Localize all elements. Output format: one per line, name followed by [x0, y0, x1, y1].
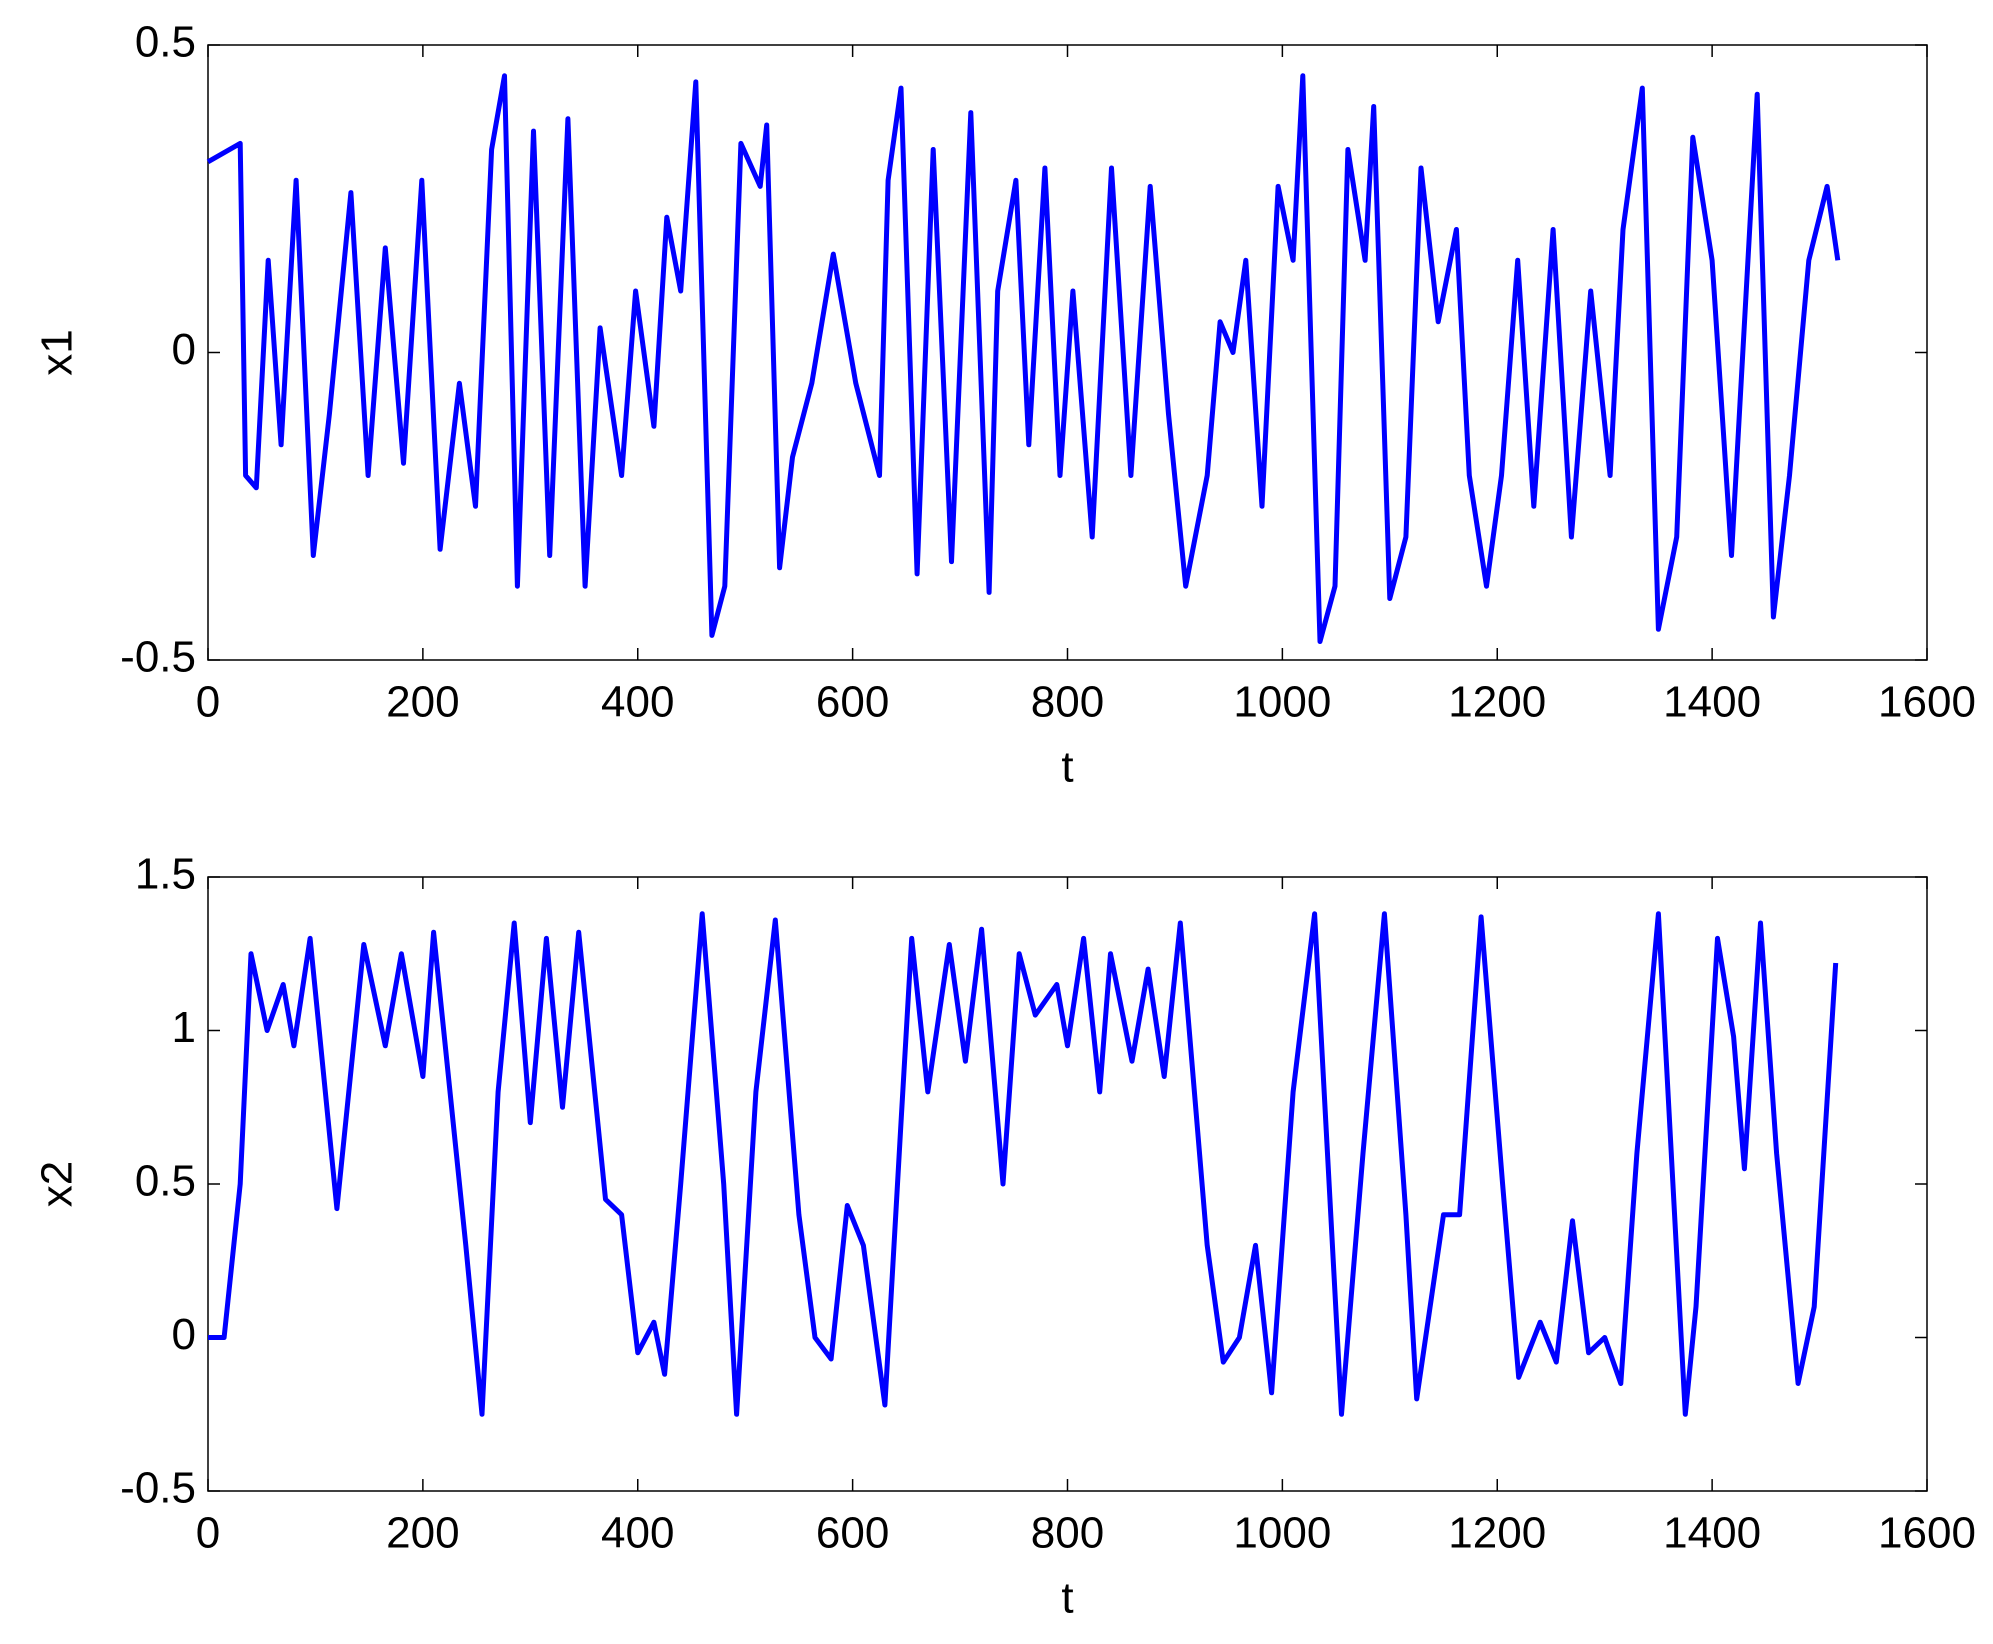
y-tick-label: 0: [172, 325, 196, 374]
x-tick-label: 200: [386, 678, 459, 727]
data-line: [208, 911, 1839, 1417]
y-tick-label: 0.5: [135, 18, 196, 67]
x-tick-label: 1400: [1663, 678, 1761, 727]
y-tick-label: 1: [172, 1003, 196, 1052]
x-tick-label: 1200: [1448, 1509, 1546, 1558]
x-tick-label: 1200: [1448, 678, 1546, 727]
x-tick-label: 1600: [1878, 678, 1976, 727]
y-tick-label: -0.5: [120, 1464, 196, 1513]
x-axis-label: t: [1061, 1574, 1073, 1623]
y-tick-label: 0: [172, 1310, 196, 1359]
data-line: [206, 73, 1841, 644]
x-tick-label: 800: [1031, 678, 1104, 727]
x-tick-label: 0: [196, 678, 220, 727]
x-tick-label: 400: [601, 1509, 674, 1558]
x-tick-label: 800: [1031, 1509, 1104, 1558]
y-tick-label: -0.5: [120, 633, 196, 682]
x-tick-label: 1000: [1233, 678, 1331, 727]
x-tick-label: 600: [816, 678, 889, 727]
y-tick-label: 1.5: [135, 850, 196, 899]
x-tick-label: 200: [386, 1509, 459, 1558]
x-axis-label: t: [1061, 743, 1073, 792]
x-tick-label: 1400: [1663, 1509, 1761, 1558]
x-tick-label: 0: [196, 1509, 220, 1558]
x-tick-label: 600: [816, 1509, 889, 1558]
axes-box: [207, 876, 1928, 1492]
y-axis-label: x1: [33, 329, 82, 375]
y-tick-label: 0.5: [135, 1157, 196, 1206]
x-tick-label: 400: [601, 678, 674, 727]
y-axis-label: x2: [33, 1161, 82, 1207]
x-tick-label: 1000: [1233, 1509, 1331, 1558]
x-tick-label: 1600: [1878, 1509, 1976, 1558]
